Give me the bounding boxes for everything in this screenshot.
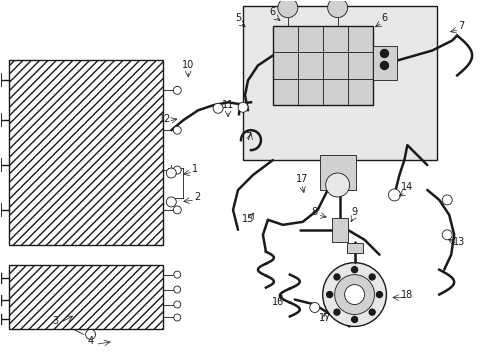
Circle shape (325, 173, 349, 197)
Text: 1: 1 (192, 164, 198, 174)
Text: 8: 8 (311, 207, 317, 217)
Circle shape (166, 197, 176, 207)
Circle shape (368, 309, 374, 315)
Text: 4: 4 (87, 336, 94, 346)
Circle shape (380, 62, 387, 69)
Text: 5: 5 (234, 13, 241, 23)
Text: 10: 10 (182, 60, 194, 71)
Bar (9, 60, 163, 245)
Bar (319, 155, 355, 190)
Circle shape (368, 274, 374, 280)
Circle shape (333, 309, 339, 315)
Text: 11: 11 (222, 100, 234, 110)
Circle shape (85, 329, 95, 339)
Text: 6: 6 (381, 13, 386, 23)
Text: 12: 12 (159, 114, 171, 124)
Text: 2: 2 (194, 192, 200, 202)
Text: 14: 14 (401, 182, 413, 192)
Circle shape (173, 206, 181, 214)
Circle shape (387, 189, 400, 201)
Circle shape (173, 301, 181, 308)
Circle shape (334, 275, 374, 315)
Text: 18: 18 (401, 289, 413, 300)
Circle shape (173, 86, 181, 94)
Circle shape (173, 286, 181, 293)
Circle shape (376, 292, 382, 298)
Circle shape (173, 314, 181, 321)
Circle shape (333, 184, 345, 196)
Circle shape (441, 230, 451, 240)
Circle shape (332, 3, 342, 13)
Text: 9: 9 (351, 207, 357, 217)
Text: 13: 13 (452, 237, 465, 247)
Bar (243, 6, 436, 160)
Circle shape (173, 166, 181, 174)
Bar (372, 45, 397, 80)
Circle shape (441, 195, 451, 205)
Circle shape (380, 50, 387, 58)
Bar (9, 265, 163, 329)
Circle shape (166, 168, 176, 178)
Circle shape (327, 0, 347, 18)
Text: 6: 6 (269, 6, 275, 17)
Circle shape (238, 102, 247, 112)
Circle shape (173, 126, 181, 134)
Circle shape (351, 316, 357, 323)
Circle shape (351, 267, 357, 273)
Bar (272, 26, 372, 105)
Circle shape (173, 271, 181, 278)
Circle shape (213, 103, 223, 113)
Text: 16: 16 (271, 297, 284, 306)
Bar (346, 243, 362, 253)
Circle shape (309, 302, 319, 312)
Bar (9, 265, 163, 329)
Circle shape (333, 274, 339, 280)
Text: 3: 3 (53, 316, 59, 327)
Text: 7: 7 (244, 132, 251, 142)
Bar (9, 60, 163, 245)
Circle shape (322, 263, 386, 327)
Text: 17: 17 (318, 314, 330, 323)
Circle shape (344, 285, 364, 305)
Bar (331, 218, 347, 242)
Circle shape (277, 0, 297, 18)
Text: 17: 17 (295, 174, 307, 184)
Text: 15: 15 (241, 214, 254, 224)
Circle shape (326, 292, 332, 298)
Text: 7: 7 (457, 21, 463, 31)
Circle shape (282, 3, 292, 13)
